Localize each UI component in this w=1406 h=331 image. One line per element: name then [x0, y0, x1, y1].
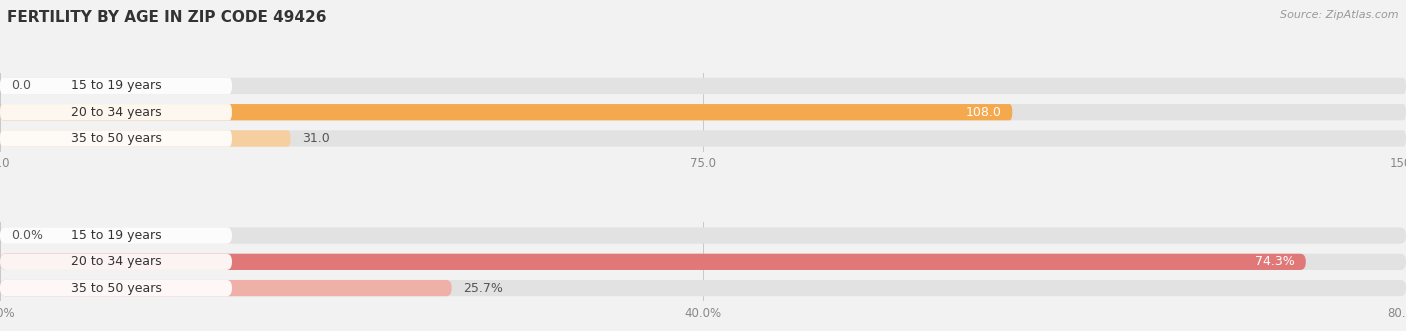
Text: 15 to 19 years: 15 to 19 years [70, 229, 162, 242]
FancyBboxPatch shape [0, 130, 232, 147]
Text: 15 to 19 years: 15 to 19 years [70, 79, 162, 92]
FancyBboxPatch shape [0, 227, 1406, 244]
FancyBboxPatch shape [0, 78, 232, 94]
FancyBboxPatch shape [0, 104, 1012, 120]
FancyBboxPatch shape [0, 280, 232, 296]
FancyBboxPatch shape [0, 254, 1306, 270]
Text: 35 to 50 years: 35 to 50 years [70, 132, 162, 145]
FancyBboxPatch shape [0, 104, 232, 120]
FancyBboxPatch shape [0, 280, 1406, 296]
FancyBboxPatch shape [0, 254, 232, 270]
FancyBboxPatch shape [0, 280, 451, 296]
Text: 20 to 34 years: 20 to 34 years [70, 106, 162, 119]
Text: 0.0%: 0.0% [11, 229, 44, 242]
Text: 108.0: 108.0 [965, 106, 1001, 119]
Text: 74.3%: 74.3% [1254, 255, 1295, 268]
Text: 0.0: 0.0 [11, 79, 31, 92]
Text: Source: ZipAtlas.com: Source: ZipAtlas.com [1281, 10, 1399, 20]
FancyBboxPatch shape [0, 78, 1406, 94]
Text: 20 to 34 years: 20 to 34 years [70, 255, 162, 268]
FancyBboxPatch shape [0, 130, 291, 147]
Text: 25.7%: 25.7% [463, 282, 503, 295]
Text: 31.0: 31.0 [302, 132, 329, 145]
FancyBboxPatch shape [0, 104, 1406, 120]
Text: 35 to 50 years: 35 to 50 years [70, 282, 162, 295]
FancyBboxPatch shape [0, 130, 1406, 147]
FancyBboxPatch shape [0, 227, 232, 244]
Text: FERTILITY BY AGE IN ZIP CODE 49426: FERTILITY BY AGE IN ZIP CODE 49426 [7, 10, 326, 25]
FancyBboxPatch shape [0, 254, 1406, 270]
